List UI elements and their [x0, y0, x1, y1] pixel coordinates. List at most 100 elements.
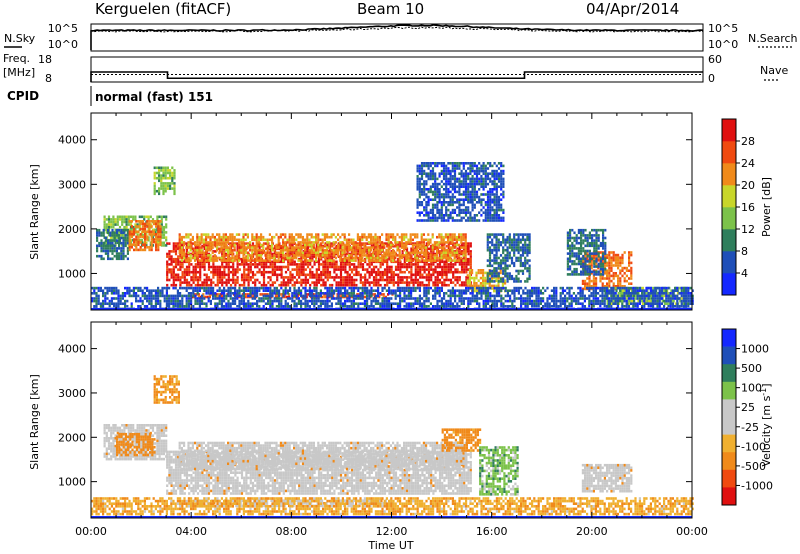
- heatmap-cell: [315, 278, 318, 282]
- heatmap-cell: [394, 256, 397, 260]
- heatmap-cell: [315, 273, 318, 277]
- heatmap-cell: [458, 270, 461, 274]
- heatmap-cell: [170, 263, 173, 266]
- heatmap-cell: [416, 182, 419, 186]
- heatmap-cell: [334, 248, 337, 252]
- heatmap-cell: [311, 273, 314, 277]
- heatmap-cell: [172, 265, 175, 269]
- heatmap-cell: [178, 235, 181, 239]
- heatmap-cell: [508, 277, 511, 281]
- heatmap-cell: [506, 277, 509, 281]
- heatmap-cell: [258, 268, 261, 271]
- heatmap-cell: [187, 256, 190, 260]
- heatmap-cell: [625, 274, 628, 278]
- heatmap-cell: [482, 182, 485, 186]
- heatmap-cell: [224, 238, 227, 242]
- heatmap-cell: [425, 203, 428, 207]
- heatmap-cell: [227, 268, 230, 271]
- heatmap-cell: [387, 233, 390, 236]
- heatmap-cell: [486, 282, 489, 285]
- heatmap-cell: [440, 203, 443, 207]
- heatmap-cell: [323, 251, 326, 255]
- heatmap-cell: [630, 274, 633, 278]
- heatmap-cell: [221, 255, 224, 258]
- heatmap-cell: [370, 244, 373, 248]
- heatmap-cell: [422, 251, 425, 255]
- heatmap-cell: [595, 257, 598, 261]
- heatmap-cell: [464, 214, 468, 217]
- heatmap-cell: [392, 251, 395, 255]
- heatmap-cell: [504, 274, 507, 278]
- heatmap-cell: [497, 177, 501, 181]
- heatmap-cell: [364, 273, 367, 277]
- heatmap-cell: [584, 260, 587, 263]
- heatmap-cell: [247, 283, 250, 287]
- heatmap-cell: [451, 235, 454, 239]
- heatmap-cell: [577, 231, 580, 235]
- heatmap-cell: [453, 195, 457, 199]
- heatmap-cell: [343, 235, 346, 239]
- heatmap-cell: [343, 256, 346, 260]
- heatmap-cell: [473, 289, 476, 293]
- heatmap-cell: [630, 277, 633, 280]
- heatmap-cell: [234, 273, 237, 277]
- heatmap-cell: [366, 252, 369, 256]
- heatmap-cell: [379, 270, 382, 274]
- heatmap-cell: [157, 243, 160, 246]
- heatmap-cell: [216, 259, 219, 262]
- heatmap-cell: [291, 278, 294, 282]
- heatmap-cell: [491, 188, 494, 191]
- heatmap-cell: [628, 302, 631, 305]
- heatmap-cell: [273, 273, 277, 277]
- heatmap-cell: [295, 278, 299, 282]
- heatmap-cell: [174, 276, 178, 279]
- heatmap-cell: [571, 236, 574, 240]
- heatmap-cell: [321, 295, 324, 299]
- heatmap-cell: [425, 246, 428, 249]
- heatmap-cell: [462, 203, 465, 207]
- heatmap-cell: [462, 193, 465, 196]
- heatmap-cell: [420, 172, 424, 175]
- heatmap-cell: [320, 273, 323, 277]
- heatmap-cell: [489, 211, 492, 214]
- heatmap-cell: [388, 257, 391, 261]
- heatmap-cell: [372, 265, 376, 269]
- heatmap-cell: [242, 243, 245, 247]
- heatmap-cell: [473, 195, 476, 199]
- heatmap-cell: [456, 214, 459, 217]
- heatmap-cell: [172, 268, 175, 271]
- heatmap-cell: [225, 265, 228, 269]
- heatmap-cell: [372, 278, 376, 282]
- heatmap-cell: [436, 203, 439, 207]
- heatmap-cell: [190, 270, 193, 274]
- heatmap-cell: [416, 243, 419, 247]
- heatmap-cell: [171, 176, 174, 180]
- heatmap-cell: [442, 246, 445, 249]
- heatmap-cell: [254, 281, 257, 284]
- heatmap-cell: [480, 193, 483, 196]
- heatmap-cell: [577, 249, 580, 253]
- heatmap-cell: [271, 263, 274, 266]
- heatmap-cell: [497, 216, 501, 220]
- heatmap-cell: [334, 246, 337, 249]
- heatmap-cell: [162, 189, 165, 193]
- heatmap-cell: [269, 265, 272, 269]
- heatmap-cell: [513, 248, 516, 252]
- heatmap-cell: [370, 233, 373, 236]
- heatmap-cell: [462, 201, 465, 204]
- heatmap-cell: [488, 284, 491, 288]
- heatmap-cell: [215, 295, 218, 299]
- heatmap-cell: [584, 234, 587, 237]
- heatmap-cell: [591, 228, 594, 232]
- heatmap-cell: [381, 273, 384, 277]
- heatmap-cell: [337, 251, 340, 255]
- heatmap-cell: [447, 278, 450, 282]
- heatmap-cell: [484, 182, 487, 186]
- heatmap-cell: [227, 251, 230, 255]
- heatmap-cell: [229, 251, 232, 255]
- heatmap-cell: [171, 187, 174, 190]
- heatmap-cell: [408, 270, 411, 274]
- heatmap-cell: [491, 169, 494, 173]
- heatmap-cell: [575, 270, 578, 274]
- heatmap-cell: [290, 241, 293, 244]
